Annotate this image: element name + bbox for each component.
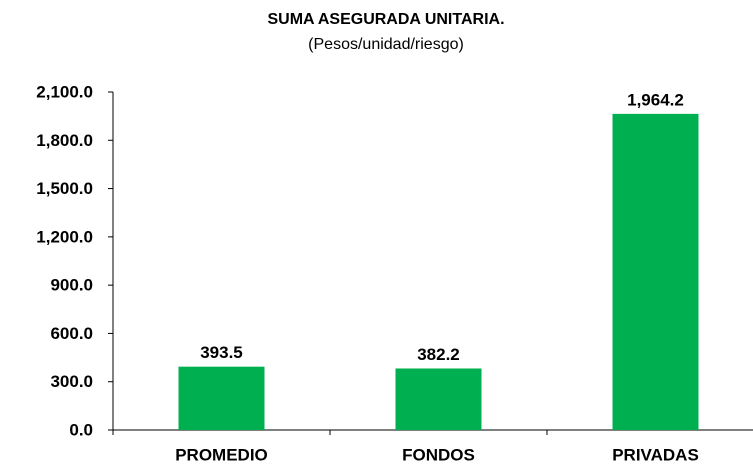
bar (178, 366, 265, 430)
y-tick-label: 1,800.0 (36, 131, 93, 150)
chart-subtitle: (Pesos/unidad/riesgo) (308, 36, 464, 53)
y-tick-label: 2,100.0 (36, 82, 93, 101)
y-tick-label: 1,500.0 (36, 179, 93, 198)
bar (395, 368, 482, 430)
value-label: 1,964.2 (627, 90, 684, 109)
bar (612, 113, 699, 430)
y-tick-label: 900.0 (50, 276, 93, 295)
y-tick-label: 1,200.0 (36, 227, 93, 246)
value-label: 382.2 (417, 345, 460, 364)
y-tick-label: 300.0 (50, 372, 93, 391)
value-label: 393.5 (200, 343, 243, 362)
y-tick-label: 600.0 (50, 324, 93, 343)
y-tick-label: 0.0 (69, 420, 93, 439)
x-tick-label: PROMEDIO (175, 445, 268, 464)
x-tick-label: PRIVADAS (612, 445, 699, 464)
x-tick-label: FONDOS (402, 445, 475, 464)
chart-title: SUMA ASEGURADA UNITARIA. (267, 11, 504, 28)
